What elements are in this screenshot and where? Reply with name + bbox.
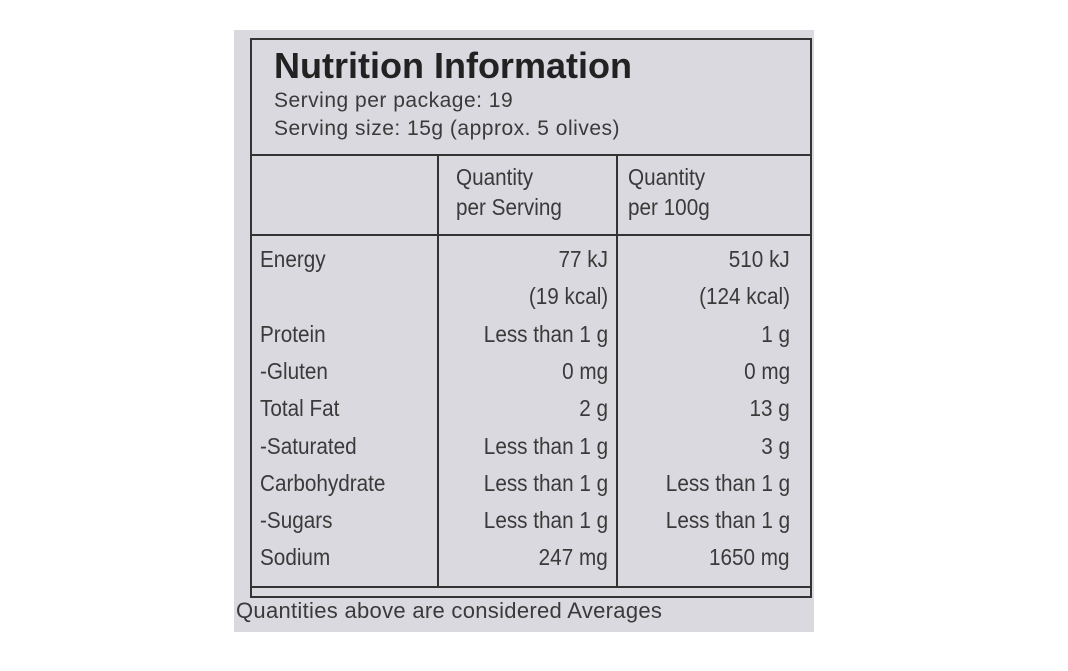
per-100g: 13 g [749, 395, 790, 422]
column-header: Quantity [628, 164, 706, 190]
per-100g: 510 kJ [729, 246, 790, 272]
per-serving: Less than 1 g [483, 320, 608, 347]
divider [250, 586, 812, 588]
serving-per-package: Serving per package: 19 [274, 89, 514, 112]
row-label: Energy [260, 246, 326, 272]
row-label: -Sugars [260, 507, 333, 534]
per-serving: 2 g [579, 395, 608, 422]
row-label: Total Fat [260, 395, 340, 422]
per-serving: Less than 1 g [483, 507, 608, 534]
row-label: Protein [260, 320, 326, 347]
divider [250, 234, 812, 236]
per-100g: 1 g [761, 320, 790, 347]
column-header: per 100g [628, 194, 710, 220]
column-line [437, 154, 439, 588]
footer: Quantities above are considered Averages [236, 598, 663, 623]
outer-border [250, 38, 812, 598]
per-100g: (124 kcal) [699, 283, 790, 310]
row-label: Carbohydrate [260, 469, 386, 496]
per-100g: 0 mg [743, 357, 790, 384]
per-100g: Less than 1 g [665, 507, 790, 534]
title: Nutrition Information [274, 45, 632, 86]
per-100g: 3 g [761, 432, 790, 459]
row-label: -Gluten [260, 357, 328, 384]
per-serving: 247 mg [538, 544, 608, 571]
per-100g: 1650 mg [709, 544, 790, 571]
per-100g: Less than 1 g [665, 469, 790, 496]
column-header: Quantity [456, 164, 534, 190]
column-line [616, 154, 618, 588]
serving-size: Serving size: 15g (approx. 5 olives) [274, 117, 620, 140]
per-serving: 77 kJ [558, 246, 608, 272]
row-label: -Saturated [260, 432, 357, 459]
nutrition-label: Nutrition Information Serving per packag… [234, 30, 814, 632]
divider [250, 154, 812, 156]
per-serving: 0 mg [561, 357, 608, 384]
row-label: Sodium [260, 544, 331, 571]
per-serving: Less than 1 g [483, 432, 608, 459]
per-serving: (19 kcal) [528, 283, 608, 310]
column-header: per Serving [456, 194, 562, 220]
per-serving: Less than 1 g [483, 469, 608, 496]
